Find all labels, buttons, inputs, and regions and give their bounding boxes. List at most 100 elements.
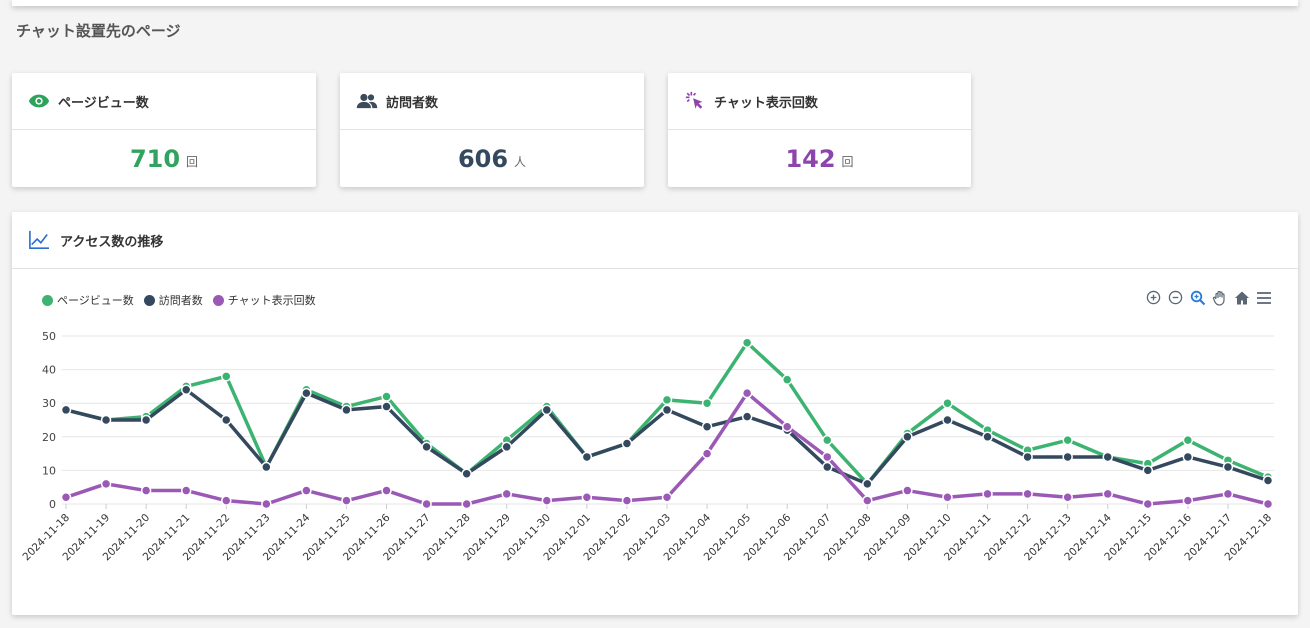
y-tick-label: 10	[42, 464, 56, 477]
legend-label: チャット表示回数	[227, 294, 316, 307]
data-point	[1142, 498, 1154, 510]
legend-item-pageviews[interactable]: ページビュー数	[42, 292, 134, 308]
access-trend-card: アクセス数の推移 ページビュー数 訪問者数 チャット表示回数	[12, 212, 1298, 615]
data-point	[661, 404, 673, 416]
data-point	[1182, 495, 1194, 506]
data-point	[581, 451, 593, 463]
data-point	[1062, 434, 1073, 446]
data-point	[341, 404, 352, 416]
data-point	[741, 411, 753, 422]
data-point	[822, 434, 833, 446]
data-point	[581, 492, 593, 503]
cursor-click-icon	[684, 90, 706, 112]
data-point	[1222, 488, 1234, 500]
y-tick-label: 30	[42, 397, 56, 410]
data-point	[221, 371, 232, 382]
data-point	[902, 431, 913, 443]
reset-home-icon[interactable]	[1233, 289, 1250, 306]
data-point	[261, 461, 272, 473]
data-point	[541, 495, 553, 506]
data-point	[301, 485, 312, 496]
data-point	[221, 414, 232, 426]
data-point	[421, 441, 432, 453]
pageview-unit: 回	[186, 155, 199, 169]
data-point	[661, 394, 673, 406]
legend-marker	[42, 294, 53, 306]
chat-display-card: チャット表示回数 142 回	[668, 73, 971, 187]
data-point	[822, 461, 833, 473]
data-point	[621, 495, 633, 506]
y-tick-label: 40	[42, 364, 56, 377]
data-point	[741, 387, 753, 399]
data-point	[501, 488, 512, 500]
data-point	[1182, 434, 1194, 446]
data-point	[1022, 451, 1033, 463]
chat-display-unit: 回	[841, 155, 854, 169]
data-point	[461, 468, 472, 480]
data-point	[1022, 488, 1033, 500]
data-point	[942, 492, 953, 503]
legend-label: 訪問者数	[158, 294, 203, 307]
data-point	[1222, 461, 1234, 473]
menu-icon[interactable]	[1255, 289, 1272, 306]
data-point	[902, 485, 913, 496]
data-point	[140, 485, 152, 496]
chat-display-value: 142	[785, 144, 836, 173]
data-point	[1262, 475, 1274, 486]
data-point	[1142, 465, 1154, 476]
data-point	[301, 387, 312, 399]
data-point	[180, 384, 192, 396]
data-point	[942, 414, 953, 426]
page-title: チャット設置先のページ	[16, 22, 181, 40]
data-point	[180, 485, 192, 496]
data-point	[621, 438, 633, 449]
data-point	[1062, 492, 1073, 503]
data-point	[261, 498, 272, 510]
data-point	[421, 498, 432, 510]
data-point	[1262, 498, 1274, 510]
zoom-out-icon[interactable]	[1167, 289, 1184, 306]
top-card-edge	[12, 0, 1298, 6]
data-point	[341, 495, 352, 506]
data-point	[381, 401, 392, 412]
legend-item-chat-display[interactable]: チャット表示回数	[212, 292, 316, 308]
legend-item-visitors[interactable]: 訪問者数	[143, 292, 203, 308]
legend-label: ページビュー数	[57, 294, 134, 307]
visitor-unit: 人	[514, 155, 527, 169]
data-point	[942, 397, 953, 409]
data-point	[221, 495, 232, 506]
data-point	[140, 414, 152, 426]
visitor-value: 606	[457, 144, 509, 173]
data-point	[822, 451, 833, 463]
chart-legend: ページビュー数 訪問者数 チャット表示回数	[42, 292, 316, 308]
data-point	[461, 498, 472, 510]
data-point	[60, 492, 72, 503]
y-tick-label: 0	[49, 498, 56, 511]
data-point	[381, 485, 392, 496]
data-point	[781, 374, 793, 385]
chart-title: アクセス数の推移	[60, 234, 164, 250]
card-label: 訪問者数	[386, 95, 439, 111]
card-label: ページビュー数	[58, 95, 149, 111]
data-point	[1102, 488, 1113, 500]
chart-toolbar	[1145, 289, 1272, 306]
legend-marker	[143, 294, 155, 306]
users-icon	[356, 90, 378, 112]
data-point	[701, 397, 713, 409]
data-point	[100, 414, 112, 426]
data-point	[100, 478, 112, 490]
data-point	[1062, 451, 1073, 463]
data-point	[381, 391, 392, 402]
data-point	[781, 421, 793, 432]
line-chart-icon	[28, 228, 52, 252]
visitor-card: 訪問者数 606 人	[340, 73, 644, 187]
data-point	[501, 441, 512, 453]
zoom-in-icon[interactable]	[1145, 289, 1162, 306]
pan-hand-icon[interactable]	[1211, 289, 1228, 306]
data-point	[661, 492, 673, 503]
data-point	[862, 495, 873, 506]
data-point	[982, 488, 993, 500]
selection-zoom-icon[interactable]	[1189, 289, 1206, 306]
data-point	[862, 478, 873, 490]
eye-icon	[28, 90, 50, 112]
